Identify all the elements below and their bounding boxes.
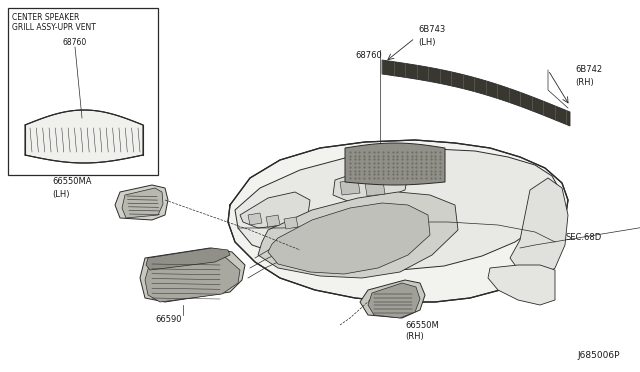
Text: CENTER SPEAKER: CENTER SPEAKER — [12, 13, 79, 22]
Text: 66590: 66590 — [155, 315, 182, 324]
Bar — [8, 8, 158, 175]
Polygon shape — [235, 149, 560, 270]
Polygon shape — [284, 217, 298, 229]
Polygon shape — [360, 280, 425, 318]
Text: J685006P: J685006P — [577, 350, 620, 359]
Text: SEC.68D: SEC.68D — [565, 234, 601, 243]
Text: (LH): (LH) — [418, 38, 435, 46]
Polygon shape — [382, 60, 570, 126]
Text: (LH): (LH) — [52, 189, 70, 199]
Text: GRILL ASSY-UPR VENT: GRILL ASSY-UPR VENT — [12, 23, 96, 32]
Polygon shape — [140, 248, 245, 302]
Polygon shape — [340, 180, 360, 195]
Polygon shape — [333, 168, 408, 202]
Polygon shape — [228, 140, 568, 302]
Text: 66550M: 66550M — [405, 321, 439, 330]
Text: 66550MA: 66550MA — [52, 177, 92, 186]
Polygon shape — [122, 188, 163, 218]
Text: 6B743: 6B743 — [418, 26, 445, 35]
Text: 68760: 68760 — [63, 38, 87, 47]
Polygon shape — [345, 143, 445, 185]
Polygon shape — [268, 203, 430, 274]
Text: (RH): (RH) — [405, 333, 424, 341]
Text: 6B742: 6B742 — [575, 65, 602, 74]
Polygon shape — [115, 185, 168, 220]
Polygon shape — [248, 213, 262, 225]
Polygon shape — [266, 215, 280, 227]
Polygon shape — [146, 248, 230, 270]
Polygon shape — [240, 192, 310, 228]
Polygon shape — [368, 283, 420, 318]
Polygon shape — [145, 253, 240, 302]
Polygon shape — [510, 178, 568, 280]
Polygon shape — [488, 265, 555, 305]
Text: 68760: 68760 — [355, 51, 381, 60]
Polygon shape — [25, 110, 143, 163]
Polygon shape — [365, 181, 385, 196]
Text: (RH): (RH) — [575, 77, 594, 87]
Polygon shape — [258, 192, 458, 278]
